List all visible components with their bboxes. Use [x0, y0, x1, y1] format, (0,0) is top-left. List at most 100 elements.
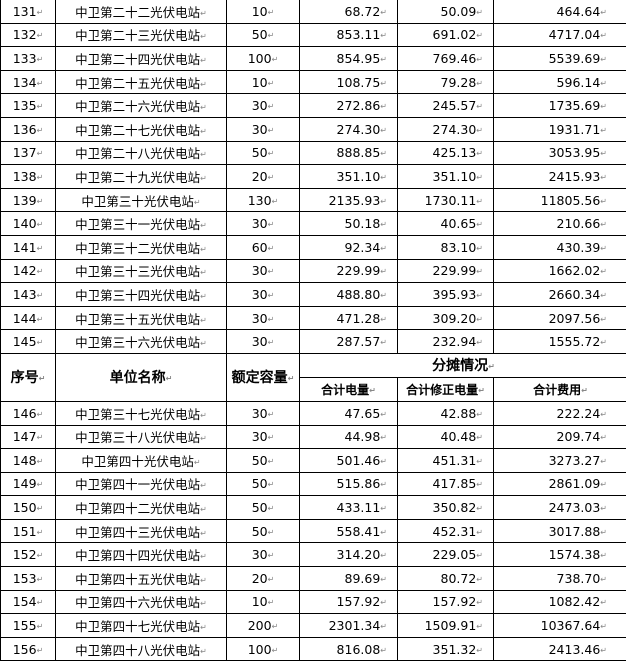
cell-seq: 156: [1, 637, 56, 661]
cell-total-corrected-power: 157.92: [398, 590, 494, 614]
cell-total-power: 47.65: [300, 401, 398, 425]
cell-total-power: 433.11: [300, 496, 398, 520]
cell-seq: 153: [1, 567, 56, 591]
cell-unit-name: 中卫第四十四光伏电站: [56, 543, 227, 567]
table-row: 144中卫第三十五光伏电站30471.28309.202097.56: [1, 306, 626, 330]
table-row: 137中卫第二十八光伏电站50888.85425.133053.95: [1, 141, 626, 165]
cell-total-corrected-power: 1730.11: [398, 188, 494, 212]
cell-total-power: 854.95: [300, 47, 398, 71]
cell-seq: 155: [1, 614, 56, 638]
table-row: 133中卫第二十四光伏电站100854.95769.465539.69: [1, 47, 626, 71]
table-row: 135中卫第二十六光伏电站30272.86245.571735.69: [1, 94, 626, 118]
table-row: 150中卫第四十二光伏电站50433.11350.822473.03: [1, 496, 626, 520]
cell-seq: 142: [1, 259, 56, 283]
table-header: 序号 单位名称 额定容量 分摊情况 合计电量 合计修正电量 合计费用: [1, 353, 626, 401]
cell-rated-capacity: 20: [227, 165, 300, 189]
cell-rated-capacity: 100: [227, 637, 300, 661]
cell-total-cost: 1082.42: [494, 590, 626, 614]
cell-unit-name: 中卫第三十八光伏电站: [56, 425, 227, 449]
cell-unit-name: 中卫第四十三光伏电站: [56, 519, 227, 543]
cell-total-corrected-power: 40.48: [398, 425, 494, 449]
cell-seq: 131: [1, 0, 56, 23]
cell-rated-capacity: 30: [227, 306, 300, 330]
cell-total-cost: 1574.38: [494, 543, 626, 567]
cell-total-cost: 3273.27: [494, 449, 626, 473]
cell-total-cost: 1931.71: [494, 117, 626, 141]
cell-unit-name: 中卫第四十六光伏电站: [56, 590, 227, 614]
cell-seq: 147: [1, 425, 56, 449]
cell-rated-capacity: 30: [227, 259, 300, 283]
table-row: 140中卫第三十一光伏电站3050.1840.65210.66: [1, 212, 626, 236]
cell-unit-name: 中卫第三十一光伏电站: [56, 212, 227, 236]
cell-total-cost: 5539.69: [494, 47, 626, 71]
table-row: 139中卫第三十光伏电站1302135.931730.1111805.56: [1, 188, 626, 212]
cell-unit-name: 中卫第四十八光伏电站: [56, 637, 227, 661]
table-row: 146中卫第三十七光伏电站3047.6542.88222.24: [1, 401, 626, 425]
cell-total-cost: 1735.69: [494, 94, 626, 118]
cell-total-corrected-power: 452.31: [398, 519, 494, 543]
table-row: 152中卫第四十四光伏电站30314.20229.051574.38: [1, 543, 626, 567]
cell-total-cost: 2660.34: [494, 283, 626, 307]
cell-rated-capacity: 30: [227, 401, 300, 425]
table-row: 132中卫第二十三光伏电站50853.11691.024717.04: [1, 23, 626, 47]
cell-rated-capacity: 30: [227, 330, 300, 354]
cell-total-corrected-power: 769.46: [398, 47, 494, 71]
cell-total-cost: 1555.72: [494, 330, 626, 354]
cell-total-corrected-power: 350.82: [398, 496, 494, 520]
cell-total-power: 108.75: [300, 70, 398, 94]
cell-total-power: 853.11: [300, 23, 398, 47]
cell-unit-name: 中卫第四十五光伏电站: [56, 567, 227, 591]
cell-total-corrected-power: 79.28: [398, 70, 494, 94]
header-unit-name: 单位名称: [56, 353, 227, 401]
cell-total-cost: 210.66: [494, 212, 626, 236]
cell-total-power: 515.86: [300, 472, 398, 496]
table-row: 153中卫第四十五光伏电站2089.6980.72738.70: [1, 567, 626, 591]
cell-total-corrected-power: 80.72: [398, 567, 494, 591]
cell-rated-capacity: 30: [227, 212, 300, 236]
cell-total-power: 314.20: [300, 543, 398, 567]
cell-total-cost: 222.24: [494, 401, 626, 425]
table-row: 155中卫第四十七光伏电站2002301.341509.9110367.64: [1, 614, 626, 638]
cell-seq: 144: [1, 306, 56, 330]
cell-total-power: 92.34: [300, 235, 398, 259]
table-row: 145中卫第三十六光伏电站30287.57232.941555.72: [1, 330, 626, 354]
cell-total-power: 816.08: [300, 637, 398, 661]
cell-total-corrected-power: 309.20: [398, 306, 494, 330]
cell-total-corrected-power: 229.99: [398, 259, 494, 283]
cell-total-corrected-power: 417.85: [398, 472, 494, 496]
cell-seq: 135: [1, 94, 56, 118]
cell-rated-capacity: 20: [227, 567, 300, 591]
cell-seq: 148: [1, 449, 56, 473]
cell-total-cost: 3053.95: [494, 141, 626, 165]
cell-unit-name: 中卫第二十六光伏电站: [56, 94, 227, 118]
cell-unit-name: 中卫第二十七光伏电站: [56, 117, 227, 141]
cell-total-cost: 2413.46: [494, 637, 626, 661]
cell-total-corrected-power: 425.13: [398, 141, 494, 165]
table-row: 147中卫第三十八光伏电站3044.9840.48209.74: [1, 425, 626, 449]
table-row: 138中卫第二十九光伏电站20351.10351.102415.93: [1, 165, 626, 189]
cell-total-corrected-power: 395.93: [398, 283, 494, 307]
cell-total-power: 471.28: [300, 306, 398, 330]
cell-unit-name: 中卫第四十七光伏电站: [56, 614, 227, 638]
cell-rated-capacity: 10: [227, 70, 300, 94]
cell-total-corrected-power: 229.05: [398, 543, 494, 567]
cell-rated-capacity: 60: [227, 235, 300, 259]
table-row: 151中卫第四十三光伏电站50558.41452.313017.88: [1, 519, 626, 543]
cell-total-corrected-power: 245.57: [398, 94, 494, 118]
cell-rated-capacity: 10: [227, 590, 300, 614]
cell-rated-capacity: 30: [227, 283, 300, 307]
cell-total-corrected-power: 1509.91: [398, 614, 494, 638]
cell-seq: 136: [1, 117, 56, 141]
cell-total-cost: 430.39: [494, 235, 626, 259]
table-row: 149中卫第四十一光伏电站50515.86417.852861.09: [1, 472, 626, 496]
cell-seq: 143: [1, 283, 56, 307]
cell-total-power: 501.46: [300, 449, 398, 473]
header-allocation: 分摊情况: [300, 353, 626, 377]
cell-rated-capacity: 100: [227, 47, 300, 71]
cell-total-power: 272.86: [300, 94, 398, 118]
cell-rated-capacity: 30: [227, 543, 300, 567]
cell-unit-name: 中卫第四十一光伏电站: [56, 472, 227, 496]
cell-total-cost: 464.64: [494, 0, 626, 23]
header-total-power: 合计电量: [300, 377, 398, 401]
